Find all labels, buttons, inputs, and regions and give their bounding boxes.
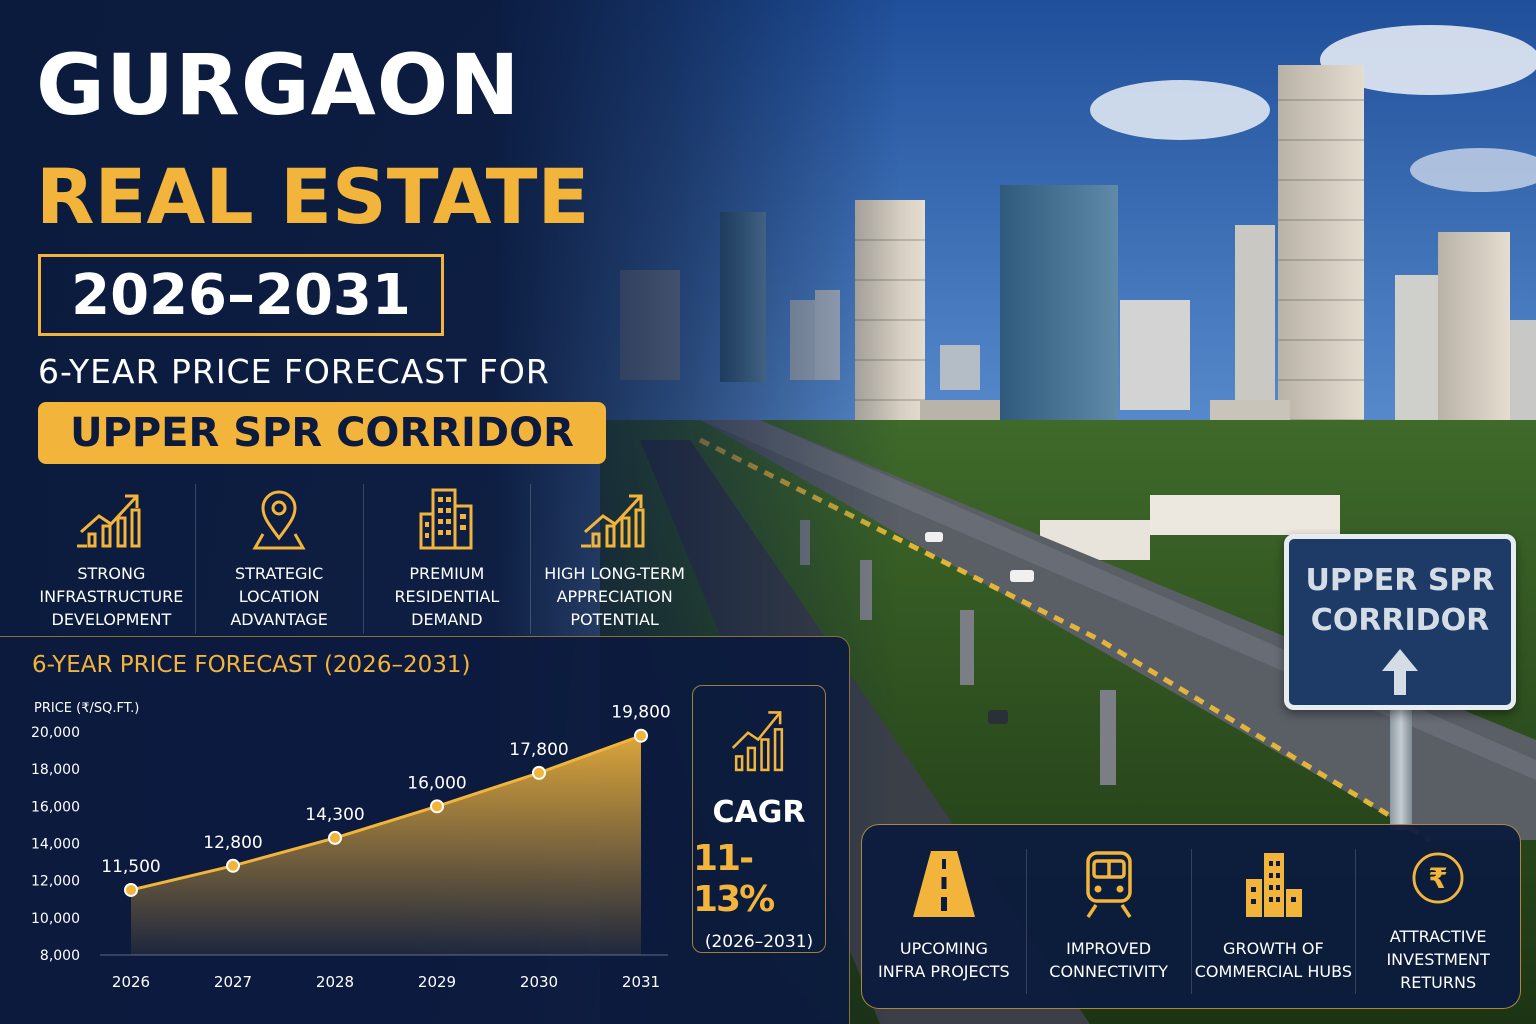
headline-city: GURGAON [36,36,521,134]
road-sign: UPPER SPR CORRIDOR [1284,534,1516,710]
data-point [430,799,444,814]
benefit-label: GROWTH OF COMMERCIAL HUBS [1194,939,1352,981]
y-tick-label: 20,000 [31,725,80,741]
data-point [532,765,546,780]
road-icon [912,851,975,917]
benefit-label: IMPROVED CONNECTIVITY [1049,939,1168,981]
commercial-buildings-icon [1246,853,1303,917]
arrow-up-icon [1382,649,1418,695]
chart-title: 6-YEAR PRICE FORECAST (2026–2031) [32,652,471,678]
y-tick-label: 8,000 [40,948,80,964]
data-label: 17,800 [509,740,568,760]
data-point [634,728,648,743]
years-box: 2026–2031 [38,254,444,336]
benefit-label: ATTRACTIVE INVESTMENT RETURNS [1386,927,1490,992]
series-line [130,734,642,892]
years-range: 2026–2031 [71,262,411,328]
x-tick-label: 2026 [112,973,150,991]
data-label: 12,800 [203,833,262,853]
feature-appreciation: HIGH LONG-TERM APPRECIATION POTENTIAL [531,484,698,634]
sign-text: UPPER SPR CORRIDOR [1305,563,1495,638]
benefit-returns: ₹ ATTRACTIVE INVESTMENT RETURNS [1356,849,1520,994]
feature-row: STRONG INFRASTRUCTURE DEVELOPMENT STRATE… [28,484,698,634]
feature-infrastructure: STRONG INFRASTRUCTURE DEVELOPMENT [28,484,196,634]
corridor-pill: UPPER SPR CORRIDOR [38,402,606,464]
y-tick-label: 10,000 [31,911,80,927]
price-forecast-chart: PRICE (₹/SQ.FT.) 8,000 10,000 12,000 14,000 1… [31,701,671,991]
corridor-name: UPPER SPR CORRIDOR [70,410,574,456]
x-tick-label: 2028 [316,973,354,991]
x-tick-label: 2031 [622,973,660,991]
y-tick-label: 18,000 [31,762,80,778]
feature-label: STRONG INFRASTRUCTURE DEVELOPMENT [39,564,184,629]
benefit-commercial: GROWTH OF COMMERCIAL HUBS [1192,849,1357,994]
svg-text:₹: ₹ [1428,862,1448,895]
feature-location: STRATEGIC LOCATION ADVANTAGE [196,484,364,634]
cagr-value: 11-13% [693,838,775,920]
benefit-infra: UPCOMING INFRA PROJECTS [862,849,1027,994]
feature-label: PREMIUM RESIDENTIAL DEMAND [394,564,500,629]
y-tick-label: 14,000 [31,837,80,853]
growth-chart-icon [731,711,784,772]
y-axis-label: PRICE (₹/SQ.FT.) [34,701,139,716]
data-point [226,858,240,873]
data-label: 11,500 [101,857,160,877]
series-area [131,735,641,955]
metro-train-icon [1085,851,1132,918]
building-icon [419,488,473,550]
data-label: 16,000 [407,773,466,793]
cagr-label: CAGR [712,795,806,830]
benefit-label: UPCOMING INFRA PROJECTS [878,939,1010,981]
sign-post [1390,700,1412,830]
x-tick-label: 2027 [214,973,252,991]
benefits-panel: UPCOMING INFRA PROJECTS IMPROVED CONNECT… [861,824,1521,1009]
y-tick-label: 16,000 [31,799,80,815]
feature-residential: PREMIUM RESIDENTIAL DEMAND [364,484,532,634]
x-tick-label: 2030 [520,973,558,991]
cagr-box: CAGR 11-13% (2026–2031) [692,685,826,953]
y-tick-label: 12,000 [31,874,80,890]
benefit-connectivity: IMPROVED CONNECTIVITY [1027,849,1192,994]
forecast-subtitle: 6-YEAR PRICE FORECAST FOR [38,352,550,391]
x-tick-label: 2029 [418,973,456,991]
rupee-coin-icon: ₹ [1412,852,1464,904]
feature-label: HIGH LONG-TERM APPRECIATION POTENTIAL [544,564,685,629]
data-label: 14,300 [305,805,364,825]
growth-chart-icon [580,494,645,548]
location-pin-icon [252,490,306,550]
feature-label: STRATEGIC LOCATION ADVANTAGE [230,564,328,629]
data-label: 19,800 [611,703,670,723]
data-point [124,882,138,897]
cagr-period: (2026–2031) [704,932,814,952]
growth-chart-icon [77,494,141,548]
headline-real-estate: REAL ESTATE [36,152,590,241]
data-point [328,830,342,845]
